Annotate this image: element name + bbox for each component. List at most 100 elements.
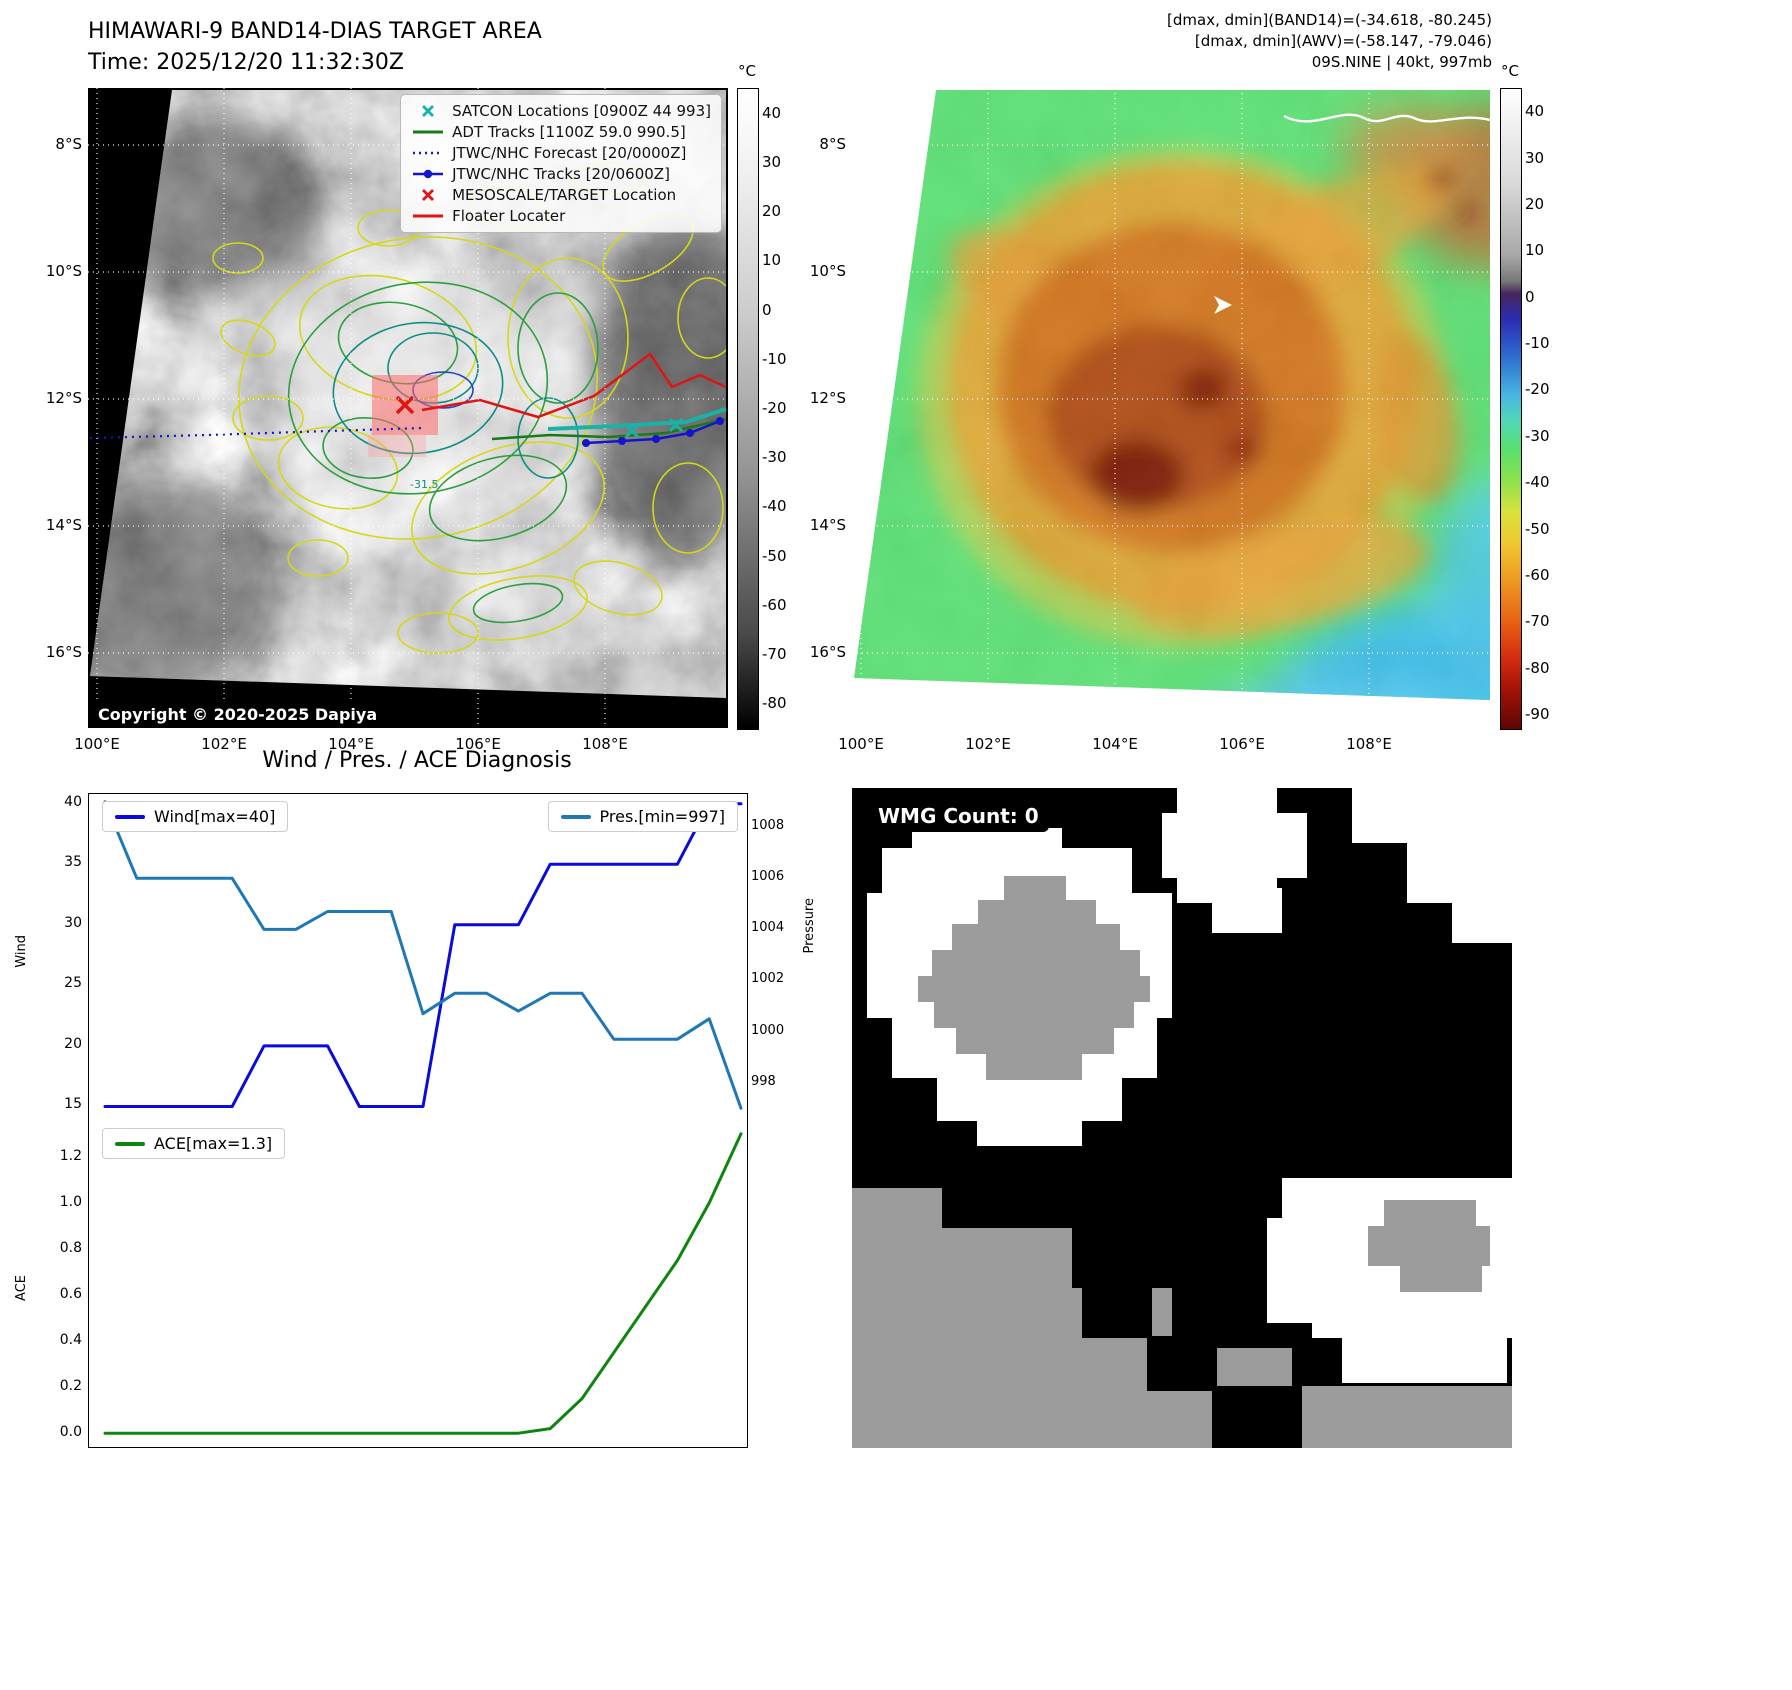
wmg-panel: WMG Count: 0: [852, 788, 1512, 1448]
panel1-title: HIMAWARI-9 BAND14-DIAS TARGET AREA: [88, 19, 542, 44]
ace-tick: 1.0: [59, 1193, 82, 1210]
pressure-legend-line: [560, 814, 591, 819]
diagnosis-title: Wind / Pres. / ACE Diagnosis: [262, 748, 572, 773]
contour: [677, 277, 726, 359]
contour: [472, 582, 564, 624]
colorbar1-tick: -40: [762, 497, 787, 516]
wmg-region: [1407, 833, 1512, 903]
satcon-track: [547, 407, 727, 431]
ace-tick: 0.4: [59, 1332, 82, 1349]
contour: [428, 454, 568, 542]
wmg-region: [1162, 813, 1307, 878]
contour: [277, 426, 399, 510]
ace-legend: ACE[max=1.3]: [102, 1128, 286, 1159]
colorbar2-tick: -30: [1525, 426, 1550, 445]
pressure-legend: Pres.[min=997]: [547, 801, 738, 832]
lat-tick: 12°S: [45, 389, 82, 407]
colorbar2-tick: -70: [1525, 612, 1550, 631]
ace-tick: 1.2: [59, 1147, 82, 1164]
contour: [212, 242, 264, 274]
lon-tick: 102°E: [201, 735, 247, 753]
wind-legend-line: [115, 814, 145, 819]
wind-legend: Wind[max=40]: [102, 801, 289, 832]
wmg-region: [1272, 1386, 1512, 1448]
contour: [220, 319, 276, 357]
contour: [322, 417, 414, 479]
colorbar2-tick: -10: [1525, 334, 1550, 353]
ace-plot: [88, 1120, 748, 1448]
colorbar1-tick: 10: [762, 251, 782, 270]
line-marker-icon: [413, 130, 444, 134]
pressure-tick: 1002: [751, 971, 785, 987]
legend-item: ADT Tracks [1100Z 59.0 990.5]: [411, 123, 711, 141]
lon-tick: 108°E: [582, 735, 628, 753]
lon-tick: 100°E: [74, 735, 120, 753]
line-dot-marker-icon: [413, 169, 444, 179]
colorbar1-tick: -80: [762, 694, 787, 713]
pressure-tick: 1000: [751, 1022, 785, 1038]
pressure-tick: 1008: [751, 818, 785, 834]
dotted-marker-icon: [413, 151, 444, 155]
x-marker-icon: [422, 105, 435, 117]
wmg-region: [1082, 1283, 1152, 1338]
colorbar2-tick: 20: [1525, 194, 1545, 213]
colorbar1-tick: -10: [762, 349, 787, 368]
ace-legend-label: ACE[max=1.3]: [154, 1134, 273, 1153]
colorbar2-tick: 30: [1525, 148, 1545, 167]
copyright: Copyright © 2020-2025 Dapiya: [88, 701, 388, 728]
ace-legend-line: [115, 1141, 145, 1146]
wmg-region: [934, 1002, 1134, 1028]
legend-item: JTWC/NHC Tracks [20/0600Z]: [411, 165, 711, 183]
map-legend: SATCON Locations [0900Z 44 993] ADT Track…: [400, 94, 722, 233]
contour: [232, 395, 304, 441]
latlon-grid: [88, 88, 728, 728]
legend-label: MESOSCALE/TARGET Location: [452, 186, 677, 204]
line-series: [103, 800, 743, 1110]
legend-item: SATCON Locations [0900Z 44 993]: [411, 102, 711, 120]
wmg-region: [977, 1118, 1082, 1146]
storm-tracks: [89, 352, 727, 447]
lon-tick: 104°E: [1092, 735, 1138, 753]
awv-satellite-image: [852, 88, 1492, 728]
colorbar1-tick: 40: [762, 103, 782, 122]
lat-tick: 10°S: [45, 262, 82, 280]
legend-label: JTWC/NHC Forecast [20/0000Z]: [452, 144, 687, 162]
lon-tick: 108°E: [1346, 735, 1392, 753]
latlon-grid: [852, 88, 1492, 728]
panel1-time: Time: 2025/12/20 11:32:30Z: [88, 50, 404, 75]
lat-tick: 10°S: [809, 262, 846, 280]
wmg-region: [952, 924, 1120, 950]
band14-satellite-map: -31.5 SATCON Locations [0900Z 44 993] ADT…: [88, 88, 728, 728]
legend-label: JTWC/NHC Tracks [20/0600Z]: [452, 165, 670, 183]
wmg-region: [1400, 1262, 1482, 1292]
contour: [238, 236, 598, 540]
wind-axis-label: Wind: [14, 935, 29, 968]
line-series: [103, 802, 743, 1108]
lat-tick: 14°S: [809, 516, 846, 534]
ace-tick: 0.6: [59, 1286, 82, 1302]
colorbar2-tick: -60: [1525, 565, 1550, 584]
contour-value-label: -31.5: [410, 478, 438, 491]
wmg-region: [1384, 1200, 1476, 1230]
lon-tick: 106°E: [1219, 735, 1265, 753]
colorbar1-tick: -20: [762, 399, 787, 417]
contour: [573, 560, 663, 616]
pressure-axis-label: Pressure: [802, 898, 817, 954]
grayscale-colorbar: [737, 88, 759, 730]
colorbar1-tick: -60: [762, 595, 787, 614]
lon-tick: 104°E: [328, 735, 374, 753]
colorbar1-tick: -50: [762, 546, 787, 565]
contour: [517, 292, 599, 404]
wmg-count-label: WMG Count: 0: [868, 800, 1049, 832]
colorbar1-tick: 20: [762, 202, 782, 221]
wind-tick: 15: [64, 1096, 82, 1113]
lat-tick: 16°S: [809, 643, 846, 661]
pressure-legend-label: Pres.[min=997]: [599, 807, 725, 826]
colorbar2-tick: -20: [1525, 380, 1550, 399]
rainbow-colorbar: [1500, 88, 1522, 730]
colorbar1-tick: 0: [762, 300, 772, 319]
floater-track: [421, 352, 727, 419]
dmax-dmin-band14: [dmax, dmin](BAND14)=(-34.618, -80.245): [1167, 11, 1492, 29]
ace-tick: 0.2: [59, 1378, 82, 1395]
